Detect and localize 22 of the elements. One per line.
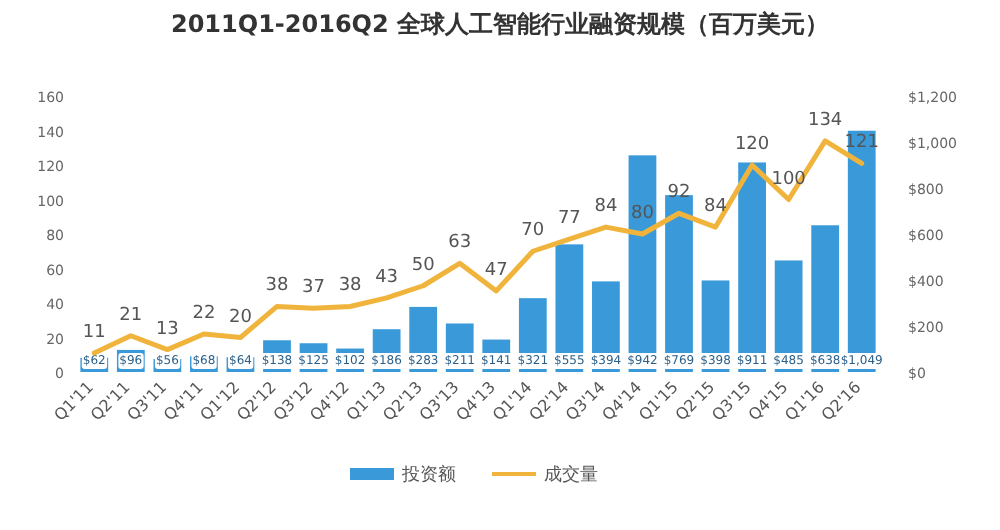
data-label: 37	[302, 278, 325, 299]
data-label: 43	[375, 267, 399, 288]
data-label: 120	[734, 135, 770, 155]
data-label: 47	[484, 260, 508, 281]
data-label: 70	[521, 221, 545, 242]
data-label: 84	[704, 197, 728, 218]
legend-label: 投资额	[400, 464, 456, 486]
data-label: 20	[229, 307, 253, 328]
data-label: 77	[557, 209, 581, 230]
data-label: 21	[119, 305, 143, 326]
data-label: 50	[411, 255, 436, 276]
data-label: 38	[265, 276, 289, 297]
legend-label: 成交量	[544, 464, 598, 486]
title: 2011Q1-2016Q2 全球人工智能行业融资规模（百万美元）	[170, 10, 830, 38]
data-label: 84	[594, 197, 618, 218]
data-label: 134	[807, 110, 843, 131]
data-label: 11	[82, 323, 106, 344]
data-label: 13	[155, 319, 179, 340]
data-label: 80	[631, 204, 655, 224]
data-label: 22	[192, 304, 216, 325]
data-label: 38	[338, 276, 363, 297]
data-label: 63	[448, 233, 472, 254]
